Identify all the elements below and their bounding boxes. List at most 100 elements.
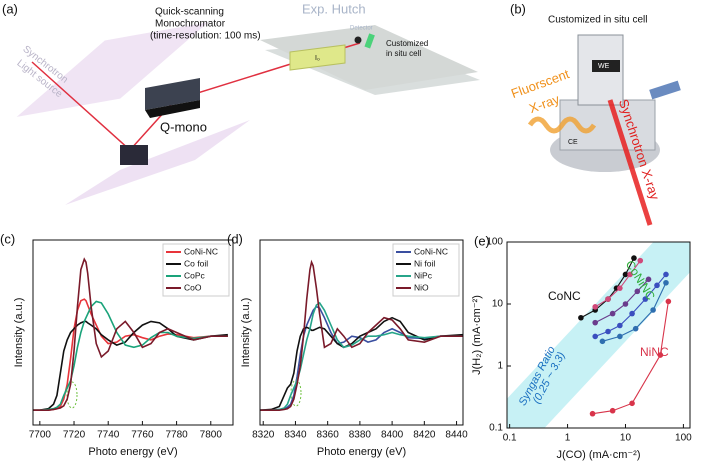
point	[589, 410, 596, 417]
cell-title: Customized in situ cell	[548, 15, 647, 26]
re-label: RE	[683, 80, 693, 87]
x-tick-label: 7760	[131, 430, 154, 441]
point	[663, 279, 669, 286]
hutch-label: Exp. Hutch	[302, 1, 366, 16]
x-tick-label: 0.1	[503, 433, 517, 444]
legend-label: NiPc	[414, 270, 433, 280]
point	[642, 296, 649, 302]
point	[599, 338, 606, 345]
panel-b: (b) Customized in situ cell WE RE CE Flu…	[509, 1, 693, 226]
point	[609, 310, 616, 317]
we-tag	[592, 60, 620, 72]
x-tick-label: 8440	[445, 430, 468, 441]
x-axis-label: Photo energy (eV)	[88, 446, 177, 458]
x-tick-label: 100	[675, 433, 692, 444]
legend-label: CoPc	[184, 270, 206, 280]
annotation: NiNC	[640, 345, 669, 359]
legend-label: CoNi-NC	[184, 246, 218, 256]
point	[650, 307, 656, 313]
io-label: I₀	[315, 55, 320, 62]
point	[627, 271, 633, 278]
point	[578, 314, 584, 321]
y-tick-label: 10	[492, 299, 504, 310]
point	[629, 310, 635, 317]
lower-platform	[65, 120, 250, 205]
y-tick-label: 100	[486, 237, 503, 248]
point	[631, 255, 637, 261]
x-tick-label: 7780	[165, 430, 188, 441]
x-tick-label: 8400	[381, 430, 404, 441]
x-tick-label: 8420	[413, 430, 436, 441]
fluor-wave	[527, 116, 597, 134]
re-rod	[649, 80, 681, 100]
xray-beam	[607, 99, 653, 226]
x-tick-label: 7740	[97, 430, 120, 441]
x-tick-label: 1	[565, 433, 571, 444]
x-tick-label: 8360	[317, 430, 340, 441]
x-axis-label: J(CO) (mA·cm⁻²)	[556, 449, 640, 461]
qmono-box	[145, 78, 200, 110]
qmono-label: Q-mono	[160, 119, 207, 134]
point	[617, 285, 623, 291]
plot-frame	[259, 239, 464, 426]
panel-label: (a)	[2, 1, 18, 16]
series-line	[260, 301, 463, 411]
detector-icon	[354, 36, 362, 44]
point	[632, 325, 639, 332]
point	[663, 271, 669, 278]
mono-title: Quick-scanning	[155, 7, 224, 18]
point	[629, 400, 635, 407]
y-axis-label: Intensity (a.u.)	[13, 298, 25, 368]
x-tick-label: 8340	[284, 430, 307, 441]
mono-title: Monochromator	[155, 19, 226, 30]
we-label: WE	[598, 63, 610, 70]
panel-a: (a) Quick-scanning Monochromator (time-r…	[2, 1, 480, 205]
point	[617, 322, 623, 329]
plot	[507, 242, 690, 428]
y-tick-label: 1	[497, 361, 503, 372]
fluor-text: X-ray	[527, 91, 562, 116]
plot-frame	[506, 241, 691, 429]
plot	[260, 259, 463, 411]
point	[634, 288, 641, 295]
point	[637, 257, 644, 264]
x-tick-label: 10	[620, 433, 632, 444]
series-line	[33, 257, 228, 411]
annotation: CoNC	[548, 289, 581, 303]
series-line	[33, 320, 228, 411]
point	[617, 333, 623, 340]
x-tick-label: 7800	[200, 430, 223, 441]
legend-label: Co foil	[184, 258, 208, 268]
point	[609, 407, 616, 414]
x-axis-label: Photo energy (eV)	[317, 446, 406, 458]
legend-label: Ni foil	[414, 258, 435, 268]
detector-label: Detector	[350, 26, 373, 32]
panel-label: (b)	[510, 1, 526, 16]
series-line	[260, 316, 463, 411]
mono-title: (time-resolution: 100 ms)	[150, 31, 261, 42]
point	[605, 296, 611, 302]
plot	[33, 257, 228, 411]
y-tick-label: 0.1	[489, 423, 503, 434]
cell-label: Customized	[386, 39, 428, 48]
legend-label: CoNi-NC	[414, 246, 448, 256]
source-platform	[16, 22, 209, 117]
fluor-text: Fluorscent	[509, 66, 572, 101]
ce-label: CE	[568, 139, 578, 146]
hutch-platform	[260, 25, 478, 90]
panel-label: (d)	[227, 231, 243, 246]
x-tick-label: 8320	[252, 430, 275, 441]
qmono-base	[145, 100, 200, 118]
cell-icon	[364, 33, 375, 49]
legend-label: CoO	[184, 282, 202, 292]
x-tick-label: 7700	[29, 430, 52, 441]
point	[645, 276, 652, 283]
panel-label: (c)	[0, 231, 15, 246]
panel-label: (e)	[474, 233, 490, 248]
edge-marker	[66, 381, 78, 409]
cell-label: in situ cell	[386, 49, 421, 58]
crystal-box	[120, 145, 148, 165]
point	[657, 352, 664, 358]
plot-frame	[32, 239, 234, 426]
